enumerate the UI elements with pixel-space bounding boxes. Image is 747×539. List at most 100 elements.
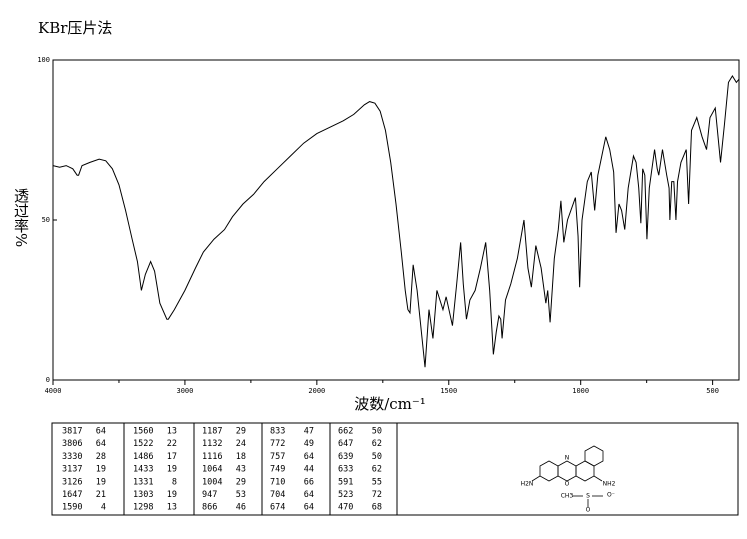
peak-wavenumber: 1433: [133, 465, 153, 475]
atom-label: CH3: [561, 493, 574, 500]
peak-wavenumber: 1303: [133, 490, 153, 500]
peak-transmittance: 29: [236, 427, 246, 437]
peak-wavenumber: 866: [202, 503, 217, 513]
peak-table: [51, 422, 739, 516]
x-tick-label: 2000: [308, 387, 325, 395]
peak-transmittance: 44: [304, 465, 314, 475]
peak-wavenumber: 772: [270, 439, 285, 449]
ring: [557, 460, 577, 482]
peak-transmittance: 8: [172, 477, 177, 487]
y-tick-label: 100: [37, 56, 50, 64]
x-tick-label: 3000: [176, 387, 193, 395]
peak-wavenumber: 3817: [62, 427, 82, 437]
ring: [575, 460, 595, 482]
peak-transmittance: 18: [236, 452, 246, 462]
peak-transmittance: 19: [96, 477, 106, 487]
table-frame: [51, 422, 739, 516]
x-axis-title: 波数/cm⁻¹: [354, 395, 426, 413]
atom-label: O⁻: [607, 492, 615, 499]
y-tick-label: 50: [42, 216, 50, 224]
peak-transmittance: 64: [96, 427, 106, 437]
structure: [531, 445, 604, 507]
peak-transmittance: 62: [372, 465, 382, 475]
peak-wavenumber: 523: [338, 490, 353, 500]
y-axis-title: 透过率%: [12, 188, 30, 247]
peak-transmittance: 19: [167, 465, 177, 475]
peak-transmittance: 68: [372, 503, 382, 513]
spectrum-line: [52, 75, 740, 368]
peak-wavenumber: 749: [270, 465, 285, 475]
peak-transmittance: 62: [372, 439, 382, 449]
peak-wavenumber: 639: [338, 452, 353, 462]
atom-label: NH2: [603, 481, 616, 488]
y-tick-label: 0: [46, 376, 50, 384]
peak-transmittance: 66: [304, 477, 314, 487]
x-tick-label: 500: [706, 387, 719, 395]
x-tick-label: 1000: [572, 387, 589, 395]
atom-label: N: [565, 455, 570, 462]
peak-wavenumber: 1486: [133, 452, 153, 462]
peak-wavenumber: 1116: [202, 452, 222, 462]
peak-transmittance: 22: [167, 439, 177, 449]
atom-label: O: [565, 481, 570, 488]
atom-label: H2N: [521, 481, 534, 488]
peak-wavenumber: 1004: [202, 477, 222, 487]
atom-label: O: [586, 507, 591, 514]
bond: [531, 475, 541, 482]
peak-wavenumber: 662: [338, 427, 353, 437]
peak-wavenumber: 591: [338, 477, 353, 487]
peak-transmittance: 64: [304, 490, 314, 500]
plot-frame: [52, 59, 740, 381]
peak-transmittance: 64: [304, 452, 314, 462]
peak-transmittance: 47: [304, 427, 314, 437]
peak-transmittance: 19: [96, 465, 106, 475]
peak-wavenumber: 704: [270, 490, 285, 500]
atom-label: S: [586, 493, 590, 500]
peak-transmittance: 46: [236, 503, 246, 513]
peak-wavenumber: 1187: [202, 427, 222, 437]
peak-transmittance: 19: [167, 490, 177, 500]
peak-transmittance: 72: [372, 490, 382, 500]
bond: [593, 475, 603, 482]
peak-transmittance: 53: [236, 490, 246, 500]
peak-transmittance: 50: [372, 452, 382, 462]
peak-wavenumber: 1647: [62, 490, 82, 500]
peak-wavenumber: 1064: [202, 465, 222, 475]
peak-wavenumber: 710: [270, 477, 285, 487]
peak-transmittance: 43: [236, 465, 246, 475]
peak-wavenumber: 1560: [133, 427, 153, 437]
x-tick-label: 4000: [45, 387, 62, 395]
peak-wavenumber: 633: [338, 465, 353, 475]
peak-transmittance: 24: [236, 439, 246, 449]
ring: [584, 445, 604, 467]
peak-transmittance: 13: [167, 503, 177, 513]
page-title: KBr压片法: [38, 19, 112, 37]
peak-transmittance: 13: [167, 427, 177, 437]
peak-transmittance: 64: [96, 439, 106, 449]
peak-transmittance: 49: [304, 439, 314, 449]
peak-wavenumber: 833: [270, 427, 285, 437]
peak-wavenumber: 3126: [62, 477, 82, 487]
peak-transmittance: 17: [167, 452, 177, 462]
x-tick-label: 1500: [440, 387, 457, 395]
ring: [539, 460, 559, 482]
peak-transmittance: 28: [96, 452, 106, 462]
peak-wavenumber: 757: [270, 452, 285, 462]
peak-transmittance: 29: [236, 477, 246, 487]
peak-wavenumber: 1331: [133, 477, 153, 487]
peak-wavenumber: 947: [202, 490, 217, 500]
peak-wavenumber: 3806: [62, 439, 82, 449]
peak-wavenumber: 3137: [62, 465, 82, 475]
peak-wavenumber: 647: [338, 439, 353, 449]
peak-wavenumber: 3330: [62, 452, 82, 462]
peak-wavenumber: 1132: [202, 439, 222, 449]
peak-transmittance: 50: [372, 427, 382, 437]
peak-wavenumber: 674: [270, 503, 285, 513]
peak-transmittance: 55: [372, 477, 382, 487]
peak-transmittance: 64: [304, 503, 314, 513]
peak-transmittance: 4: [101, 503, 106, 513]
peak-wavenumber: 1298: [133, 503, 153, 513]
peak-wavenumber: 1590: [62, 503, 82, 513]
peak-wavenumber: 1522: [133, 439, 153, 449]
